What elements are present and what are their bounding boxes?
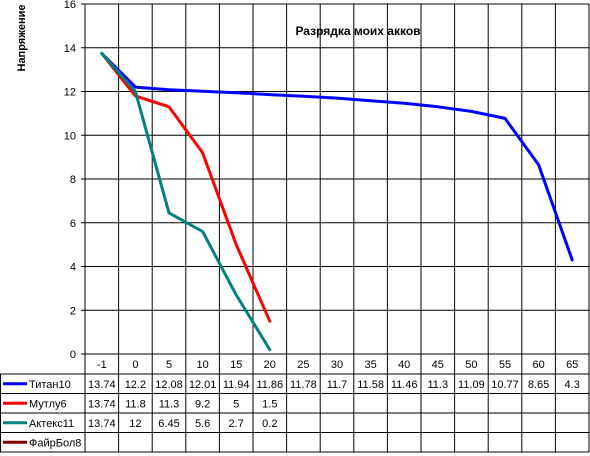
table-cell: 11.3 — [159, 398, 180, 410]
table-cell: 11.94 — [223, 379, 250, 391]
table-cell: 4.3 — [565, 379, 580, 391]
legend-label: ФайрБол8 — [29, 437, 81, 449]
table-cell: 2.7 — [229, 418, 244, 430]
y-tick-label: 0 — [70, 349, 76, 361]
x-tick-label: 0 — [132, 359, 138, 371]
table-cell: 9.2 — [195, 398, 210, 410]
table-cell: 11.3 — [428, 379, 449, 391]
table-cell: 8.65 — [528, 379, 549, 391]
x-tick-label: 60 — [532, 359, 544, 371]
x-tick-label: 25 — [297, 359, 309, 371]
table-cell: 5 — [233, 398, 239, 410]
y-tick-label: 16 — [64, 0, 76, 11]
data-table: Титан10 13.74 12.2 12.08 12.01 11.94 11.86 11.7… — [0, 373, 589, 453]
table-cell: 0.2 — [262, 418, 277, 430]
series-line — [100, 51, 272, 323]
series-lines — [100, 51, 574, 352]
table-cell: 6.45 — [158, 418, 179, 430]
table-cell: 13.74 — [88, 398, 116, 410]
series-line — [100, 51, 272, 352]
table-cell: 11.58 — [357, 379, 384, 391]
series-line — [100, 51, 574, 262]
x-tick-label: 35 — [364, 359, 376, 371]
x-tick-label: 10 — [196, 359, 208, 371]
y-tick-label: 12 — [64, 87, 76, 99]
table-cell: 13.74 — [88, 379, 116, 391]
x-tick-label: 50 — [465, 359, 477, 371]
table-cell: 11.8 — [125, 398, 146, 410]
table-cell: 11.78 — [290, 379, 317, 391]
y-tick-label: 10 — [64, 130, 76, 142]
legend-label: Титан10 — [29, 379, 71, 391]
table-cell: 13.74 — [88, 418, 116, 430]
y-tick-label: 2 — [70, 305, 76, 317]
y-tick-label: 6 — [70, 218, 76, 230]
y-tick-label: 8 — [70, 174, 76, 186]
y-axis-label: Напряжение — [16, 5, 28, 72]
chart-title: Разрядка моих акков — [295, 24, 420, 38]
legend-label: Актекс11 — [29, 418, 74, 430]
table-cell: 12 — [129, 418, 141, 430]
table-cell: 12.2 — [125, 379, 146, 391]
table-cell: 11.46 — [391, 379, 418, 391]
table-cell: 12.01 — [189, 379, 217, 391]
table-cell: 10.77 — [491, 379, 519, 391]
table-cell: 11.86 — [256, 379, 283, 391]
x-tick-label: 30 — [331, 359, 343, 371]
x-tick-label: 40 — [398, 359, 410, 371]
y-tick-label: 14 — [64, 43, 76, 55]
table-cell: 1.5 — [262, 398, 277, 410]
table-cell: 11.09 — [458, 379, 485, 391]
axes: 0 2 4 6 8 10 12 14 16 -1 0 5 10 15 20 25 30 35 40 45 50 55 60 6… — [64, 0, 589, 371]
y-tick-label: 4 — [70, 262, 76, 274]
table-cell: 11.7 — [327, 379, 348, 391]
table-cell: 5.6 — [195, 418, 210, 430]
x-tick-label: 65 — [566, 359, 578, 371]
x-tick-label: 5 — [166, 359, 172, 371]
x-tick-label: 20 — [264, 359, 276, 371]
x-tick-label: -1 — [97, 359, 107, 371]
table-cell: 12.08 — [155, 379, 183, 391]
x-tick-label: 55 — [499, 359, 511, 371]
x-tick-label: 45 — [432, 359, 444, 371]
legend-label: Мутлу6 — [29, 398, 67, 410]
x-tick-label: 15 — [230, 359, 242, 371]
